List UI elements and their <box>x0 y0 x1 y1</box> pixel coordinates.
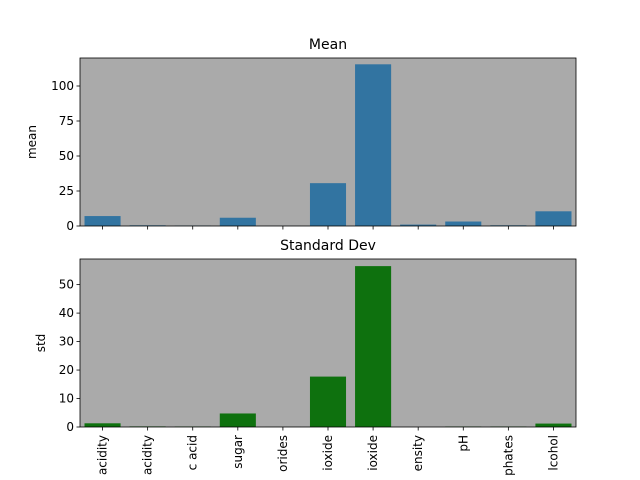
mean-bars <box>84 64 572 226</box>
std-bar-5 <box>309 376 347 427</box>
std-y-tick-label-3: 30 <box>59 335 74 349</box>
std-y-tick-label-4: 40 <box>59 306 74 320</box>
std-x-tick-label-1: acidity <box>141 435 155 475</box>
std-x-tick-label-5: ioxide <box>321 435 335 471</box>
mean-y-tick-label-0: 0 <box>66 219 74 233</box>
std-x-tick-label-2: c acid <box>186 435 200 470</box>
mean-plot-frame <box>79 57 577 227</box>
std-x-tick-label-4: orides <box>276 435 290 472</box>
std-x-tick-label-6: ioxide <box>366 435 380 471</box>
std-x-tick-label-10: lcohol <box>546 435 560 471</box>
std-y-axis-label: std <box>34 334 48 353</box>
mean-y-axis-label: mean <box>25 125 39 159</box>
mean-bar-5 <box>309 183 347 226</box>
std-chart-title: Standard Dev <box>280 238 376 254</box>
std-bar-3 <box>219 413 256 427</box>
std-x-tick-label-9: phates <box>501 435 515 476</box>
std-y-ticks: 0 10 20 30 40 50 <box>59 278 80 434</box>
mean-x-ticks <box>102 226 554 230</box>
mean-y-tick-label-1: 25 <box>59 184 74 198</box>
std-bar-6 <box>355 266 392 427</box>
std-bars <box>84 266 572 427</box>
mean-chart-title: Mean <box>309 37 347 53</box>
std-y-tick-label-0: 0 <box>66 420 74 434</box>
std-x-ticks: acidity acidity c acid sugar orides ioxide iox… <box>96 427 560 476</box>
std-bar-0 <box>84 423 121 427</box>
std-subplot: 0 10 20 30 40 50 acidity acidity c acid sugar ori… <box>34 238 577 476</box>
mean-y-tick-label-4: 100 <box>51 79 74 93</box>
mean-bar-6 <box>355 64 392 226</box>
mean-y-tick-label-2: 50 <box>59 149 74 163</box>
mean-y-ticks: 0 25 50 75 100 <box>51 79 80 233</box>
std-y-tick-label-2: 20 <box>59 363 74 377</box>
mean-bar-7 <box>400 224 437 226</box>
std-bar-10 <box>535 423 572 427</box>
std-plot-frame <box>79 258 577 428</box>
std-x-tick-label-0: acidity <box>96 435 110 475</box>
std-y-tick-label-5: 50 <box>59 278 74 292</box>
std-x-tick-label-7: ensity <box>411 435 425 471</box>
std-x-tick-label-8: pH <box>456 435 470 452</box>
std-y-tick-label-1: 10 <box>59 392 74 406</box>
mean-bar-8 <box>445 221 482 226</box>
mean-bar-0 <box>84 216 121 226</box>
std-x-tick-label-3: sugar <box>231 435 245 469</box>
mean-subplot: 0 25 50 75 100 Mean mean <box>25 37 577 233</box>
mean-bar-3 <box>219 217 256 226</box>
mean-bar-10 <box>535 211 572 226</box>
mean-y-tick-label-3: 75 <box>59 114 74 128</box>
